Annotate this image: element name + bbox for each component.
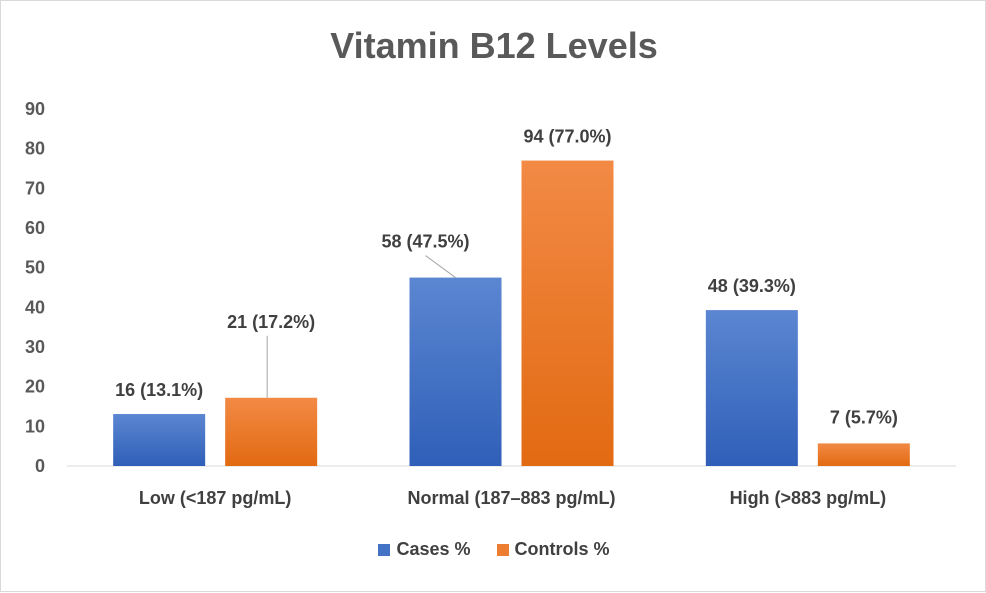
y-tick-label: 40 bbox=[25, 297, 45, 317]
data-label: 21 (17.2%) bbox=[227, 312, 315, 332]
y-tick-label: 0 bbox=[35, 456, 45, 476]
y-tick-label: 90 bbox=[25, 99, 45, 119]
y-tick-label: 10 bbox=[25, 416, 45, 436]
y-tick-label: 50 bbox=[25, 258, 45, 278]
y-tick-label: 70 bbox=[25, 178, 45, 198]
chart-title: Vitamin B12 Levels bbox=[330, 25, 658, 66]
bar-cases-0 bbox=[113, 414, 206, 466]
x-tick-label: Low (<187 pg/mL) bbox=[139, 488, 292, 508]
y-tick-label: 20 bbox=[25, 377, 45, 397]
legend-item-cases: Cases % bbox=[378, 539, 471, 560]
bar-cases-1 bbox=[409, 277, 502, 466]
legend-item-controls: Controls % bbox=[496, 539, 610, 560]
bar-cases-2 bbox=[705, 310, 798, 466]
x-tick-label: Normal (187–883 pg/mL) bbox=[407, 488, 615, 508]
legend-label-controls: Controls % bbox=[514, 539, 610, 559]
x-tick-label: High (>883 pg/mL) bbox=[730, 488, 887, 508]
bar-controls-1 bbox=[521, 160, 614, 467]
data-label: 16 (13.1%) bbox=[115, 380, 203, 400]
data-label-leader bbox=[425, 255, 456, 278]
y-tick-label: 80 bbox=[25, 139, 45, 159]
chart-legend: Cases % Controls % bbox=[1, 539, 986, 560]
data-label: 7 (5.7%) bbox=[830, 407, 898, 427]
data-label: 94 (77.0%) bbox=[523, 127, 611, 147]
y-tick-label: 30 bbox=[25, 337, 45, 357]
data-label: 58 (47.5%) bbox=[381, 232, 469, 252]
legend-swatch-controls bbox=[496, 543, 509, 556]
legend-swatch-cases bbox=[378, 543, 391, 556]
bar-controls-0 bbox=[225, 397, 318, 466]
bar-controls-2 bbox=[817, 443, 910, 466]
legend-label-cases: Cases % bbox=[396, 539, 471, 559]
y-tick-label: 60 bbox=[25, 218, 45, 238]
data-label: 48 (39.3%) bbox=[708, 276, 796, 296]
